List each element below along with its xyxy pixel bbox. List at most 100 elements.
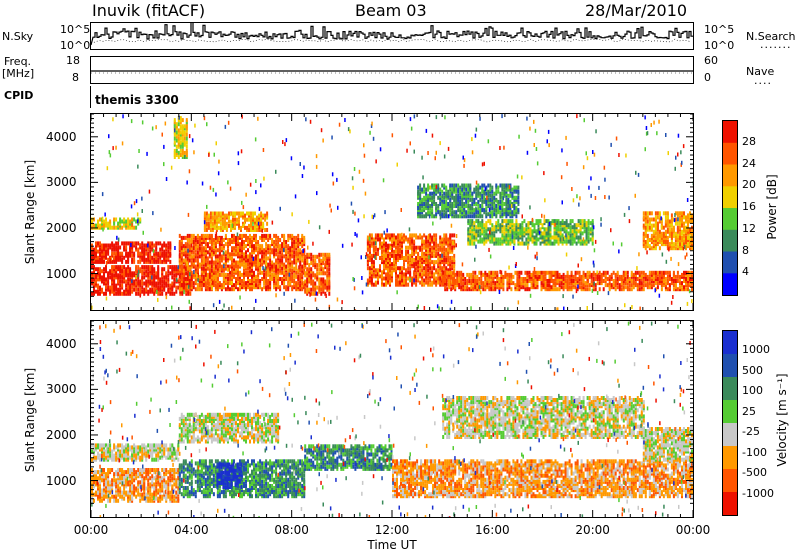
power-cell bbox=[648, 277, 651, 281]
power-cell bbox=[263, 254, 266, 259]
power-cell bbox=[417, 245, 420, 250]
power-cell bbox=[119, 221, 122, 226]
power-cell bbox=[500, 285, 503, 290]
power-cell bbox=[484, 272, 487, 277]
power-cell bbox=[423, 233, 426, 238]
power-cell bbox=[683, 221, 685, 226]
power-cell bbox=[271, 268, 274, 273]
power-cell bbox=[525, 223, 528, 228]
power-cell bbox=[243, 285, 245, 290]
power-cell bbox=[223, 215, 226, 220]
power-cell bbox=[265, 272, 268, 277]
power-cell bbox=[507, 202, 510, 206]
power-cell bbox=[666, 227, 669, 232]
power-cells bbox=[91, 116, 695, 296]
power-cell bbox=[242, 211, 244, 216]
power-cell bbox=[421, 268, 424, 273]
power-cell bbox=[163, 253, 166, 258]
power-cell bbox=[318, 279, 321, 284]
power-cell bbox=[143, 271, 146, 276]
power-cell bbox=[232, 211, 234, 216]
power-cell bbox=[499, 183, 502, 188]
power-cell bbox=[544, 285, 547, 290]
power-cell bbox=[169, 251, 172, 256]
power-cell bbox=[243, 281, 245, 286]
power-cell bbox=[161, 287, 164, 292]
power-cell bbox=[209, 228, 212, 232]
power-cell bbox=[460, 277, 463, 281]
power-cell bbox=[192, 262, 195, 267]
power-cell bbox=[249, 266, 251, 271]
power-cell bbox=[445, 247, 448, 252]
power-cell bbox=[277, 264, 280, 269]
power-cell bbox=[399, 247, 401, 252]
power-cell bbox=[129, 289, 132, 294]
power-cell bbox=[119, 289, 122, 294]
freq-tick-high: 18 bbox=[66, 54, 80, 67]
power-cell bbox=[514, 270, 517, 275]
power-cell bbox=[261, 254, 264, 259]
power-cell bbox=[181, 289, 184, 294]
power-cell bbox=[161, 251, 164, 256]
power-cell bbox=[101, 259, 103, 264]
power-cell bbox=[533, 223, 536, 228]
power-cell bbox=[125, 271, 128, 276]
power-cell bbox=[385, 235, 387, 240]
power-cell bbox=[413, 280, 416, 285]
power-cell bbox=[135, 283, 138, 288]
power-cell bbox=[210, 246, 213, 251]
power-cell bbox=[251, 258, 253, 263]
power-cell bbox=[200, 233, 203, 238]
power-cell bbox=[293, 258, 296, 263]
power-cell bbox=[579, 225, 582, 230]
power-cell bbox=[206, 287, 209, 292]
power-cell bbox=[91, 259, 93, 264]
power-cell bbox=[318, 287, 321, 292]
power-cell bbox=[521, 237, 524, 242]
power-cell bbox=[441, 214, 444, 219]
power-cell bbox=[221, 211, 224, 216]
power-cell bbox=[648, 281, 651, 286]
nsearch-line bbox=[90, 38, 692, 44]
power-cell bbox=[97, 219, 99, 224]
power-cell bbox=[524, 277, 527, 281]
power-cell bbox=[481, 206, 484, 211]
power-cell bbox=[181, 271, 184, 276]
power-cell bbox=[240, 213, 242, 218]
power-cell bbox=[650, 277, 653, 281]
power-cell bbox=[374, 256, 377, 260]
power-cell bbox=[196, 246, 199, 251]
power-cell bbox=[224, 250, 227, 255]
power-cell bbox=[501, 212, 504, 217]
power-cell bbox=[137, 275, 140, 280]
power-cell bbox=[470, 285, 473, 290]
power-cell bbox=[531, 235, 534, 240]
power-cell bbox=[244, 217, 246, 222]
power-cell bbox=[652, 270, 655, 275]
power-cell bbox=[442, 270, 445, 275]
power-cell bbox=[389, 235, 391, 240]
power-cell bbox=[285, 268, 288, 273]
power-cell bbox=[241, 279, 243, 283]
power-cell bbox=[198, 246, 201, 251]
power-cell bbox=[431, 280, 434, 285]
power-cell bbox=[485, 214, 488, 219]
power-cell bbox=[275, 258, 278, 263]
power-cell bbox=[578, 285, 581, 290]
power-cell bbox=[664, 285, 667, 290]
power-cell bbox=[99, 223, 101, 228]
power-cell bbox=[658, 211, 661, 216]
power-cell bbox=[578, 281, 581, 286]
power-cell bbox=[650, 246, 653, 251]
power-cell bbox=[109, 219, 112, 224]
power-cell bbox=[584, 272, 587, 277]
power-cell bbox=[127, 253, 130, 258]
power-cell bbox=[532, 270, 535, 275]
power-cell bbox=[143, 259, 146, 264]
power-cell bbox=[212, 238, 215, 242]
power-cell bbox=[200, 270, 203, 275]
power-cell bbox=[147, 275, 150, 280]
power-cell bbox=[295, 285, 298, 290]
power-cell bbox=[664, 238, 667, 242]
power-cell bbox=[383, 256, 385, 260]
